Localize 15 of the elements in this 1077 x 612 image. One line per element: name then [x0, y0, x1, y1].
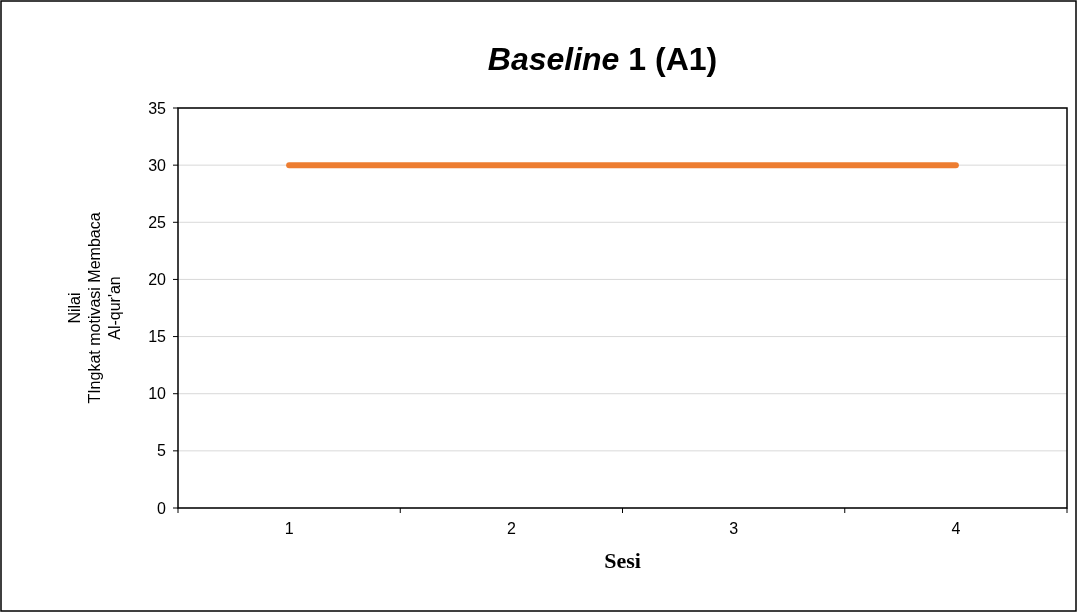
y-tick-label: 35 [148, 99, 167, 117]
y-tick-label: 10 [148, 385, 167, 403]
chart-title: Baseline 1 (A1) [487, 41, 718, 77]
y-tick-label: 30 [148, 156, 167, 174]
x-tick-label: 4 [951, 520, 961, 537]
y-tick-label: 20 [148, 271, 167, 289]
x-tick-label: 2 [506, 520, 516, 537]
x-tick-label: 3 [729, 520, 739, 537]
y-tick-label: 5 [157, 442, 167, 460]
y-tick-label: 25 [148, 213, 167, 231]
x-axis-title: Sesi [604, 548, 641, 573]
y-tick-label: 15 [148, 328, 167, 346]
x-tick-label: 1 [284, 520, 294, 537]
y-tick-label: 0 [157, 499, 167, 517]
y-axis-title: Nilai TIngkat motivasi Membaca Al-qur'an [66, 212, 123, 404]
